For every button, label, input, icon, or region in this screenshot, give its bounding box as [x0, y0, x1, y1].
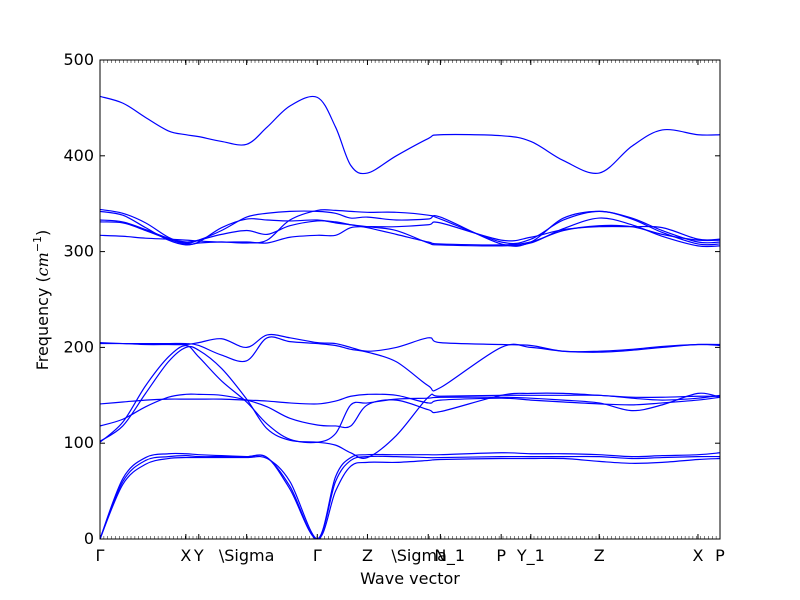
- series-layer: [100, 95, 720, 539]
- y-tick-label: 200: [63, 337, 94, 356]
- y-tick-label: 100: [63, 433, 94, 452]
- y-tick-label: 400: [63, 146, 94, 165]
- band-line-13: [100, 217, 720, 248]
- x-tick-label: P: [496, 546, 506, 565]
- y-axis-title-unit: cm: [33, 252, 52, 276]
- x-tick-label: \Sigma: [219, 546, 275, 565]
- x-tick-label: \Sigma_1: [391, 546, 465, 566]
- x-tick-label: P: [715, 546, 725, 565]
- x-tick-label: Γ: [96, 546, 105, 565]
- band-line-15: [100, 95, 720, 175]
- y-axis-title-close: ): [33, 230, 52, 236]
- y-axis-title-text: Frequency (: [33, 276, 52, 370]
- x-tick-label: Γ: [313, 546, 322, 565]
- band-line-8: [100, 336, 720, 392]
- band-line-9: [100, 333, 720, 353]
- band-line-7: [100, 393, 720, 406]
- band-line-11: [100, 208, 720, 247]
- x-tick-label: X: [180, 546, 191, 565]
- y-tick-label: 0: [84, 529, 94, 548]
- y-tick-label: 500: [63, 50, 94, 69]
- band-line-3: [100, 452, 720, 539]
- x-axis-title: Wave vector: [360, 569, 460, 588]
- x-tick-label: Z: [594, 546, 605, 565]
- band-line-1: [100, 455, 720, 539]
- y-axis-title: Frequency (cm−1): [31, 230, 52, 371]
- x-tick-label: Y_1: [516, 546, 545, 566]
- x-tick-label: Y: [193, 546, 204, 565]
- x-tick-label: Z: [362, 546, 373, 565]
- band-line-5: [100, 344, 720, 444]
- y-tick-label: 300: [63, 242, 94, 261]
- y-axis-title-exponent: −1: [31, 236, 44, 252]
- x-axis: Γ X Y \Sigma Γ Z \Sigma_1N P Y_1 Z X P: [96, 60, 725, 566]
- x-tick-label: X: [692, 546, 703, 565]
- y-axis: 0 100 200 300 400 500: [63, 50, 720, 548]
- band-line-6: [100, 392, 720, 429]
- x-tick-label: N: [434, 546, 446, 565]
- band-line-14: [100, 221, 720, 244]
- band-line-2: [100, 454, 720, 539]
- plot-frame: [99, 59, 721, 540]
